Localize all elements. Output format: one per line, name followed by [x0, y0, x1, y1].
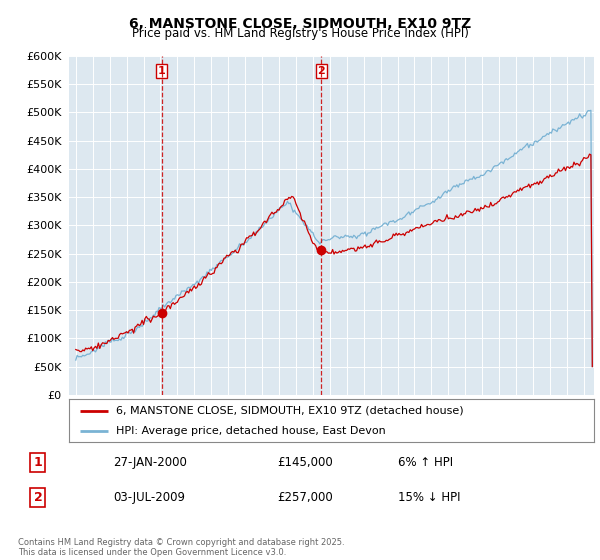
Text: 03-JUL-2009: 03-JUL-2009 [113, 491, 185, 505]
Text: £145,000: £145,000 [277, 456, 333, 469]
Text: 6% ↑ HPI: 6% ↑ HPI [398, 456, 453, 469]
Text: 6, MANSTONE CLOSE, SIDMOUTH, EX10 9TZ (detached house): 6, MANSTONE CLOSE, SIDMOUTH, EX10 9TZ (d… [116, 406, 464, 416]
Text: 15% ↓ HPI: 15% ↓ HPI [398, 491, 460, 505]
Text: 27-JAN-2000: 27-JAN-2000 [113, 456, 187, 469]
Text: 6, MANSTONE CLOSE, SIDMOUTH, EX10 9TZ: 6, MANSTONE CLOSE, SIDMOUTH, EX10 9TZ [129, 17, 471, 31]
Text: 2: 2 [34, 491, 42, 505]
Text: HPI: Average price, detached house, East Devon: HPI: Average price, detached house, East… [116, 427, 386, 436]
Text: 2: 2 [317, 66, 325, 76]
Text: Contains HM Land Registry data © Crown copyright and database right 2025.
This d: Contains HM Land Registry data © Crown c… [18, 538, 344, 557]
Text: £257,000: £257,000 [277, 491, 333, 505]
Text: Price paid vs. HM Land Registry's House Price Index (HPI): Price paid vs. HM Land Registry's House … [131, 27, 469, 40]
Text: 1: 1 [34, 456, 42, 469]
Text: 1: 1 [158, 66, 166, 76]
